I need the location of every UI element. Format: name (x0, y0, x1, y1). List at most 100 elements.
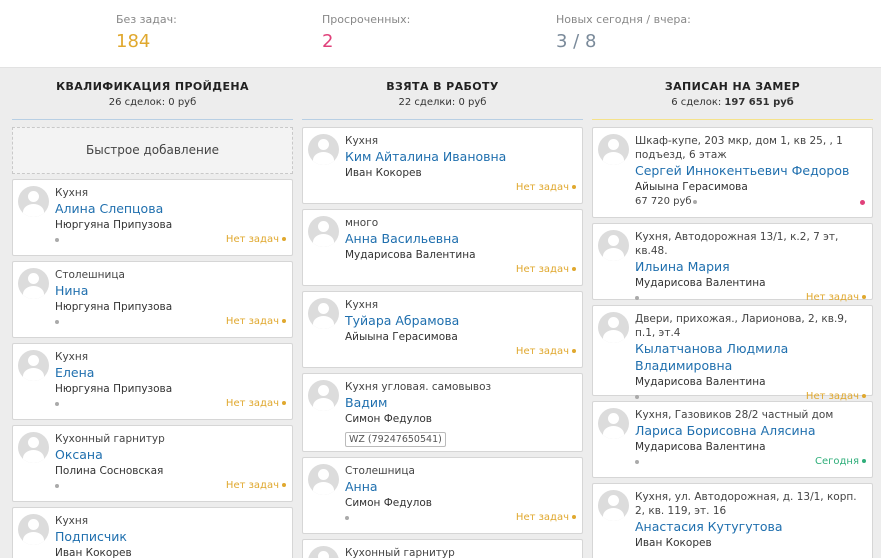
responsible-person: Иван Кокорев (635, 537, 712, 549)
contact-name-link[interactable]: Елена (55, 365, 95, 380)
task-status[interactable]: Нет задач (226, 316, 286, 327)
deal-card[interactable]: Кухня Алина Слепцова Нюргуяна Припузова Не… (12, 179, 293, 256)
phone-badge[interactable]: WZ (79247650541) (345, 432, 446, 447)
deal-card[interactable]: Кухня, ул. Автодорожная, д. 13/1, корп. … (592, 483, 873, 558)
task-status[interactable]: Сегодня (815, 456, 866, 467)
contact-name-link[interactable]: Туйара Абрамова (345, 313, 460, 328)
task-status-label: Нет задач (515, 346, 569, 357)
task-status[interactable]: Нет задач (226, 398, 286, 409)
deal-type: Кухня, Автодорожная 13/1, к.2, 7 эт, кв.… (635, 231, 839, 257)
deal-card[interactable]: Кухонный гарнитур (302, 539, 583, 558)
avatar (18, 350, 49, 381)
contact-name-link[interactable]: Оксана (55, 447, 103, 462)
summary-count: 22 сделки: (398, 97, 459, 108)
responsible-person: Айыына Герасимова (345, 331, 458, 343)
deal-type: Кухня (55, 515, 89, 527)
stat-label: Новых сегодня / вчера: (556, 13, 691, 26)
avatar (18, 432, 49, 463)
deal-type: Столешница (345, 465, 415, 477)
responsible-person: Симон Федулов (345, 413, 432, 425)
status-dot-icon (862, 459, 866, 463)
task-status[interactable]: Нет задач (516, 264, 576, 275)
avatar (18, 514, 49, 545)
column-in-progress: ВЗЯТА В РАБОТУ 22 сделки: 0 руб Кухня Ким… (302, 68, 583, 558)
contact-name-link[interactable]: Нина (55, 283, 89, 298)
deal-type: Кухонный гарнитур (345, 547, 455, 558)
deal-card[interactable]: Кухня угловая. самовывоз Вадим Симон Федул… (302, 373, 583, 452)
task-status-label: Нет задач (515, 182, 569, 193)
deal-card[interactable]: Шкаф-купе, 203 мкр, дом 1, кв 25, , 1 по… (592, 127, 873, 218)
dot-icon (635, 460, 639, 464)
contact-name-link[interactable]: Лариса Борисовна Алясина (635, 423, 816, 438)
deal-amount: 67 720 руб (635, 196, 692, 207)
avatar (308, 134, 339, 165)
contact-name-link[interactable]: Ким Айталина Ивановна (345, 149, 507, 164)
stat-value[interactable]: 184 (116, 31, 151, 52)
deal-type: Кухня, ул. Автодорожная, д. 13/1, корп. … (635, 491, 857, 517)
column-qualification: КВАЛИФИКАЦИЯ ПРОЙДЕНА 26 сделок: 0 руб Б… (12, 68, 293, 558)
deal-card[interactable]: Столешница Анна Симон Федулов Нет задач (302, 457, 583, 534)
task-status-label: Нет задач (805, 292, 859, 303)
task-status[interactable]: Нет задач (806, 292, 866, 303)
dot-icon (635, 296, 639, 300)
responsible-person: Нюргуяна Припузова (55, 301, 173, 313)
task-status[interactable]: Нет задач (516, 346, 576, 357)
task-status[interactable]: Нет задач (516, 182, 576, 193)
deal-card[interactable]: много Анна Васильевна Мударисова Валентина… (302, 209, 583, 286)
contact-name-link[interactable]: Сергей Иннокентьевич Федоров (635, 163, 850, 178)
quick-add-button[interactable]: Быстрое добавление (12, 127, 293, 174)
deal-card[interactable]: Кухня Ким Айталина Ивановна Иван Кокорев Н… (302, 127, 583, 204)
responsible-person: Симон Федулов (345, 497, 432, 509)
avatar (308, 298, 339, 329)
contact-name-link[interactable]: Подписчик (55, 529, 127, 544)
column-summary: 22 сделки: 0 руб (302, 97, 583, 108)
task-status[interactable]: Нет задач (226, 480, 286, 491)
contact-name-link[interactable]: Кылатчанова Людмила Владимировна (635, 341, 789, 373)
deal-card[interactable]: Кухня, Автодорожная 13/1, к.2, 7 эт, кв.… (592, 223, 873, 303)
deal-type: Двери, прихожая., Ларионова, 2, кв.9, п.… (635, 313, 848, 339)
deal-card[interactable]: Кухня, Газовиков 28/2 частный дом Лариса … (592, 401, 873, 478)
deal-card[interactable]: Двери, прихожая., Ларионова, 2, кв.9, п.… (592, 305, 873, 402)
deal-card[interactable]: Кухня Елена Нюргуяна Припузова Нет задач (12, 343, 293, 420)
deal-card[interactable]: Кухонный гарнитур Оксана Полина Сосновская… (12, 425, 293, 502)
stat-label: Просроченных: (322, 13, 411, 26)
dot-icon (55, 402, 59, 406)
deal-card[interactable]: Кухня Подписчик Иван Кокорев (12, 507, 293, 558)
status-dot-icon (572, 349, 576, 353)
deal-type: Кухня, Газовиков 28/2 частный дом (635, 409, 834, 421)
deal-card[interactable]: Столешница Нина Нюргуяна Припузова Нет зад… (12, 261, 293, 338)
avatar (598, 312, 629, 343)
contact-name-link[interactable]: Вадим (345, 395, 388, 410)
column-measurement: ЗАПИСАН НА ЗАМЕР 6 сделок: 197 651 руб Ш… (592, 68, 873, 558)
task-status-label: Нет задач (225, 480, 279, 491)
contact-name-link[interactable]: Анна (345, 479, 378, 494)
responsible-person: Иван Кокорев (345, 167, 422, 179)
avatar (308, 464, 339, 495)
summary-amount: 0 руб (168, 97, 197, 108)
task-status-label: Нет задач (225, 316, 279, 327)
column-header: ЗАПИСАН НА ЗАМЕР 6 сделок: 197 651 руб (592, 68, 873, 120)
responsible-person: Нюргуяна Припузова (55, 383, 173, 395)
avatar (308, 546, 339, 558)
stat-overdue: Просроченных: 2 (322, 13, 410, 52)
task-status-label: Нет задач (515, 512, 569, 523)
task-status[interactable]: Нет задач (226, 234, 286, 245)
status-dot-icon (282, 319, 286, 323)
contact-name-link[interactable]: Ильина Мария (635, 259, 730, 274)
task-status[interactable]: Нет задач (806, 391, 866, 402)
status-dot-icon (862, 295, 866, 299)
dot-icon (693, 200, 697, 204)
avatar (308, 380, 339, 411)
status-dot-icon (862, 394, 866, 398)
contact-name-link[interactable]: Алина Слепцова (55, 201, 164, 216)
avatar (598, 490, 629, 521)
contact-name-link[interactable]: Анастасия Кутугутова (635, 519, 783, 534)
summary-amount: 197 651 руб (724, 97, 794, 108)
column-summary: 6 сделок: 197 651 руб (592, 97, 873, 108)
stat-value[interactable]: 3 / 8 (556, 31, 597, 52)
stat-value[interactable]: 2 (322, 31, 334, 52)
responsible-person: Мударисова Валентина (345, 249, 476, 261)
contact-name-link[interactable]: Анна Васильевна (345, 231, 460, 246)
task-status[interactable]: Нет задач (516, 512, 576, 523)
deal-card[interactable]: Кухня Туйара Абрамова Айыына Герасимова Не… (302, 291, 583, 368)
